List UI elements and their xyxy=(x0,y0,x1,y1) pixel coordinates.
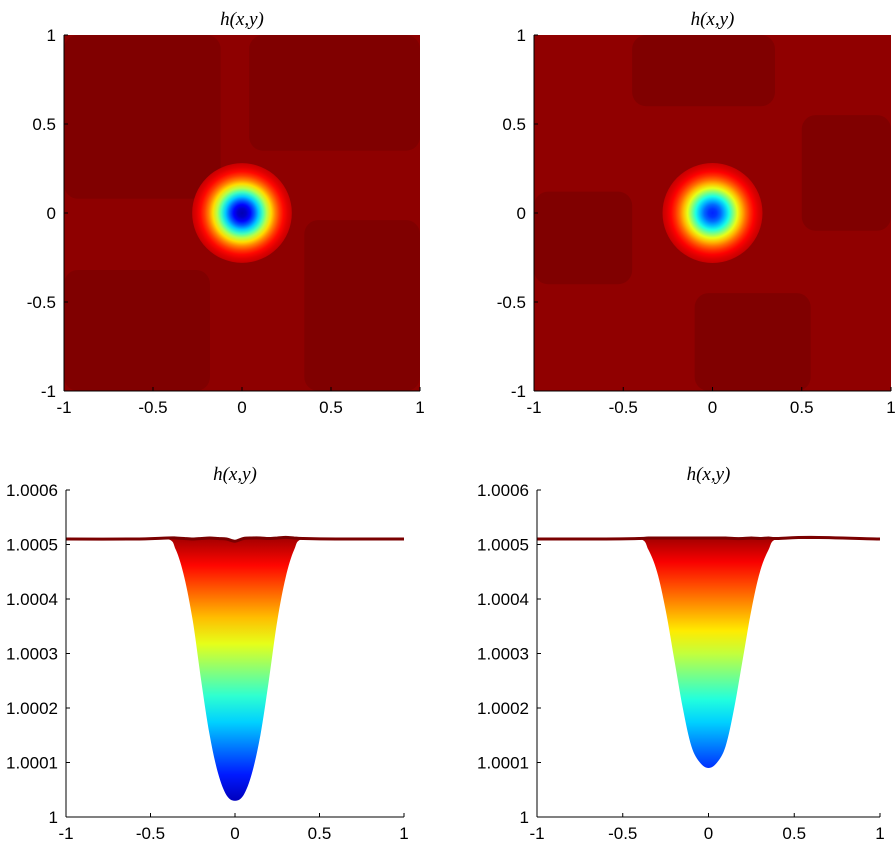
x-tick-label: 1 xyxy=(875,824,884,843)
heatmap-patch xyxy=(64,269,210,391)
plot-title: h(x,y) xyxy=(220,9,264,30)
y-tick-label: 1.0003 xyxy=(6,645,58,664)
y-tick-label: 0 xyxy=(517,204,526,223)
y-tick-label: 0.5 xyxy=(32,115,56,134)
x-tick-label: 0 xyxy=(230,824,239,843)
x-tick-label: 0 xyxy=(237,398,246,417)
heatmap-patch xyxy=(801,115,891,231)
x-tick-label: -1 xyxy=(58,824,73,843)
plot-title: h(x,y) xyxy=(213,464,257,485)
x-tick-label: -1 xyxy=(56,398,71,417)
y-tick-label: 1 xyxy=(517,26,526,45)
x-tick-label: 0.5 xyxy=(319,398,343,417)
heatmap-patch xyxy=(64,35,221,199)
plot-1: -1 -0.5 0 0.5 1 -1 -0.5 0 0.5 1 h(x,y) xyxy=(27,9,425,417)
heatmap-patch xyxy=(249,35,420,151)
surface-area xyxy=(66,537,404,801)
x-tick-label: 1 xyxy=(415,398,424,417)
surface-profile xyxy=(66,535,404,801)
y-tick-label: -0.5 xyxy=(27,293,56,312)
x-tick-label: -0.5 xyxy=(138,398,167,417)
heatmap-patch xyxy=(632,35,775,107)
plot-title: h(x,y) xyxy=(691,9,735,30)
y-tick-label: 1 xyxy=(49,808,58,827)
y-tick-label: 1.0004 xyxy=(477,590,529,609)
surface-profile xyxy=(537,535,880,768)
y-tick-label: 1.0002 xyxy=(6,699,58,718)
y-tick-label: 1.0002 xyxy=(477,699,529,718)
y-tick-label: 1.0004 xyxy=(6,590,58,609)
heatmap-field xyxy=(64,35,420,391)
x-tick-label: -1 xyxy=(526,398,541,417)
x-tick-label: 0.5 xyxy=(782,824,806,843)
y-tick-label: 1.0001 xyxy=(477,754,529,773)
plot-3: -1 -0.5 0 0.5 1 1 1.0001 1.0002 1.0003 1.0004 1.00… xyxy=(6,464,409,843)
y-tick-label: 1 xyxy=(47,26,56,45)
y-tick-label: 1.0006 xyxy=(6,481,58,500)
plot-2: -1 -0.5 0 0.5 1 -1 -0.5 0 0.5 1 h(x,y) xyxy=(497,9,896,417)
x-tick-label: -0.5 xyxy=(609,398,638,417)
x-tick-label: 0.5 xyxy=(308,824,332,843)
y-tick-label: 0 xyxy=(47,204,56,223)
y-tick-label: 0.5 xyxy=(502,115,526,134)
x-tick-label: 1 xyxy=(886,398,895,417)
y-tick-label: 1.0005 xyxy=(6,536,58,555)
heatmap-patch xyxy=(304,220,420,391)
x-tick-label: 0 xyxy=(708,398,717,417)
y-tick-label: -1 xyxy=(41,382,56,401)
y-tick-label: -0.5 xyxy=(497,293,526,312)
heatmap-patch xyxy=(694,293,811,391)
well-contour xyxy=(192,163,292,263)
plot-4: -1 -0.5 0 0.5 1 1 1.0001 1.0002 1.0003 1.0004 1.00… xyxy=(477,464,885,843)
heatmap-patch xyxy=(534,191,633,285)
plot-title: h(x,y) xyxy=(687,464,731,485)
x-tick-label: 1 xyxy=(399,824,408,843)
y-tick-label: 1.0003 xyxy=(477,645,529,664)
x-tick-label: -0.5 xyxy=(136,824,165,843)
surface-rim xyxy=(537,535,880,541)
well-contour xyxy=(662,163,763,263)
y-tick-label: -1 xyxy=(511,382,526,401)
surface-rim xyxy=(66,535,404,543)
x-tick-label: -1 xyxy=(529,824,544,843)
x-tick-label: 0.5 xyxy=(790,398,814,417)
heatmap-field xyxy=(534,35,891,391)
surface-area xyxy=(537,537,880,768)
x-tick-label: -0.5 xyxy=(608,824,637,843)
y-tick-label: 1.0005 xyxy=(477,536,529,555)
y-tick-label: 1 xyxy=(520,808,529,827)
y-tick-label: 1.0001 xyxy=(6,754,58,773)
y-tick-label: 1.0006 xyxy=(477,481,529,500)
x-tick-label: 0 xyxy=(704,824,713,843)
